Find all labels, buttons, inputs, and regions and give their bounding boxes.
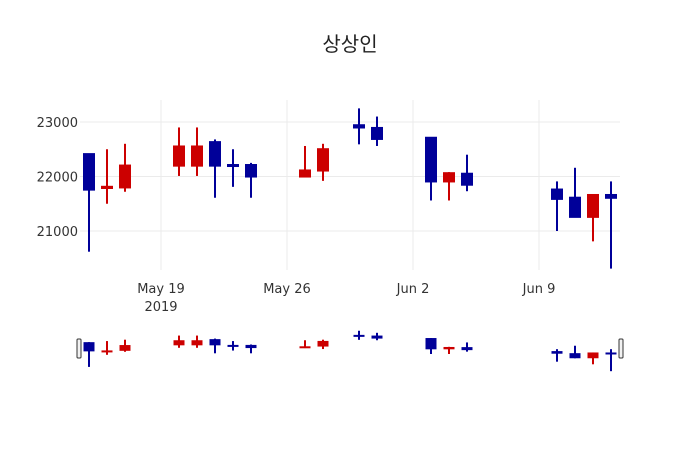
slider-candle: [173, 335, 185, 348]
candle: [191, 127, 203, 176]
range-slider[interactable]: [76, 330, 624, 372]
x-tick-label: May 19: [137, 282, 185, 297]
x-tick-year: 2019: [144, 300, 177, 315]
slider-candle: [605, 349, 617, 372]
slider-candle: [245, 344, 257, 354]
slider-candle: [227, 341, 239, 351]
x-tick-label: Jun 2: [396, 282, 430, 297]
slider-candle: [371, 332, 383, 341]
candle: [587, 193, 599, 242]
candle: [119, 143, 131, 192]
slider-candle: [587, 352, 599, 365]
candle: [569, 167, 581, 218]
candles: [83, 108, 617, 269]
range-slider-left-handle[interactable]: [76, 338, 82, 359]
chart-title: 상상인: [322, 32, 378, 56]
candle: [425, 136, 437, 201]
gridlines: [80, 100, 620, 270]
slider-candle: [191, 335, 203, 348]
slider-candle: [83, 342, 95, 367]
candle: [443, 172, 455, 201]
x-tick-label: May 26: [263, 282, 311, 297]
candle: [371, 116, 383, 146]
slider-candle: [353, 330, 365, 340]
candle: [551, 181, 563, 231]
slider-candle: [299, 340, 311, 349]
slider-candle: [101, 341, 113, 355]
y-tick-label: 21000: [37, 225, 78, 240]
slider-candle: [551, 349, 563, 362]
slider-candle: [209, 338, 221, 354]
slider-candle: [425, 338, 437, 354]
candle: [83, 153, 95, 252]
candle: [605, 181, 617, 269]
candle: [317, 143, 329, 181]
x-tick-label: Jun 9: [522, 282, 556, 297]
slider-candle: [443, 346, 455, 354]
candle: [209, 139, 221, 198]
candle: [299, 145, 311, 178]
y-tick-label: 22000: [37, 171, 78, 186]
candle: [245, 162, 257, 198]
slider-candle: [317, 339, 329, 350]
x-axis: May 19 2019 May 26 Jun 2 Jun 9: [137, 282, 555, 315]
range-slider-right-handle[interactable]: [618, 338, 624, 359]
y-axis: 21000 22000 23000: [37, 116, 78, 240]
y-tick-label: 23000: [37, 116, 78, 131]
slider-candle: [461, 342, 473, 352]
candle: [101, 149, 113, 204]
candle: [227, 149, 239, 187]
slider-candle: [569, 345, 581, 359]
candle: [353, 108, 365, 145]
candle: [461, 154, 473, 192]
slider-candle: [119, 339, 131, 352]
candle: [173, 127, 185, 176]
